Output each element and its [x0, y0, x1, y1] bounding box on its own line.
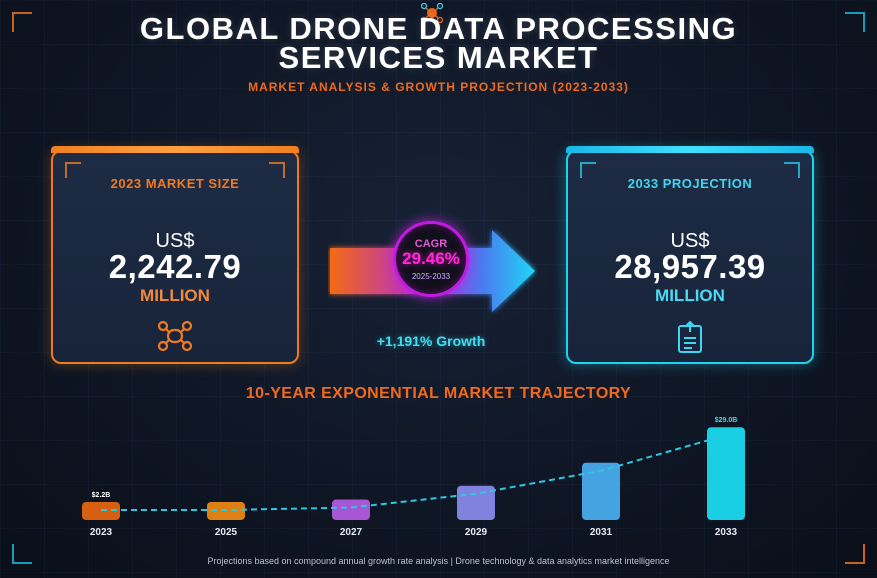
card-corner-bracket [580, 162, 596, 178]
drone-icon [157, 320, 193, 352]
card-label: 2023 MARKET SIZE [110, 176, 240, 191]
x-tick-label-2025: 2025 [215, 527, 238, 538]
card-corner-bracket [784, 162, 800, 178]
page-subtitle: MARKET ANALYSIS & GROWTH PROJECTION (202… [248, 80, 629, 94]
document-upload-icon [678, 320, 702, 353]
card-label: 2033 PROJECTION [627, 176, 753, 191]
bar-2027 [332, 499, 370, 520]
drone-icon [421, 3, 443, 23]
card-value: 28,957.39 [614, 248, 766, 285]
card-accent-bar [51, 146, 299, 153]
x-tick-label-2027: 2027 [340, 527, 363, 538]
cagr-range: 2025-2033 [411, 272, 451, 281]
footer-note: Projections based on compound annual gro… [207, 556, 670, 566]
bar-2029 [457, 485, 495, 520]
projection-2033-card: 2033 PROJECTION US$ 28,957.39 MILLION [566, 146, 814, 364]
card-currency: US$ [155, 230, 195, 252]
card-value: 2,242.79 [108, 248, 242, 285]
corner-bracket-bottom-right [845, 544, 865, 564]
corner-bracket-bottom-left [12, 544, 32, 564]
x-tick-label-2023: 2023 [90, 527, 113, 538]
corner-bracket-top-right [845, 12, 865, 32]
corner-bracket-top-left [12, 12, 32, 32]
data-label-2033: $29.0B [715, 417, 738, 424]
cagr-badge: CAGR 29.46% 2025-2033 [393, 221, 469, 297]
card-corner-bracket [269, 162, 285, 178]
x-tick-label-2029: 2029 [465, 527, 488, 538]
title-line-1: GLOBAL DRONE DATA PROCESSING [139, 11, 738, 46]
cagr-value: 29.46% [402, 249, 460, 268]
bar-2031 [582, 462, 620, 520]
card-corner-bracket [65, 162, 81, 178]
growth-label: +1,191% Growth [376, 333, 486, 349]
title-line-2: SERVICES MARKET [278, 40, 599, 75]
bar-2033 [707, 427, 745, 520]
card-unit: MILLION [140, 286, 210, 305]
card-currency: US$ [670, 230, 710, 252]
cagr-label: CAGR [414, 238, 448, 250]
x-tick-label-2033: 2033 [715, 527, 738, 538]
card-accent-bar [566, 146, 814, 153]
data-label-2023: $2.2B [92, 492, 111, 499]
page-title: GLOBAL DRONE DATA PROCESSING SERVICES MA… [0, 11, 877, 75]
x-tick-label-2031: 2031 [590, 527, 613, 538]
chart-title: 10-YEAR EXPONENTIAL MARKET TRAJECTORY [245, 385, 632, 402]
card-unit: MILLION [655, 286, 725, 305]
trend-line [101, 434, 727, 511]
market-size-2023-card: 2023 MARKET SIZE US$ 2,242.79 MILLION [51, 146, 299, 364]
trajectory-bar-chart: 2023 $2.2B 2025 2027 2029 2031 2033 $29.0B [82, 417, 745, 538]
